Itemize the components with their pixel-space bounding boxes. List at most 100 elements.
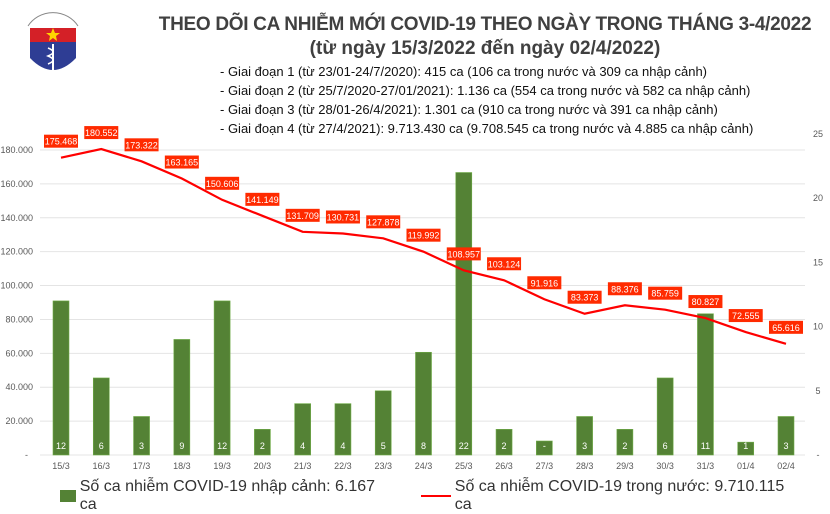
line-data-label: 80.827 xyxy=(692,297,720,307)
line-data-label: 163.165 xyxy=(166,158,199,168)
line-data-label: 103.124 xyxy=(488,259,521,269)
x-tick-label: 21/3 xyxy=(294,461,312,470)
y-right-tick-label: 5 xyxy=(815,386,820,396)
bar-data-label: 3 xyxy=(582,441,587,451)
line-data-label-box xyxy=(285,208,320,222)
bar xyxy=(294,403,311,456)
bar-data-label: 5 xyxy=(381,441,386,451)
bar xyxy=(495,429,513,456)
ministry-of-health-logo xyxy=(20,12,86,84)
bar-data-label: 22 xyxy=(459,441,469,451)
legend-item-domestic: Số ca nhiễm COVID-19 trong nước: 9.710.1… xyxy=(421,478,800,514)
line-data-label: 108.957 xyxy=(448,249,481,259)
x-tick-label: 27/3 xyxy=(536,461,554,470)
x-tick-label: 28/3 xyxy=(576,461,594,470)
phase-note: - Giai đoạn 4 (từ 27/4/2021): 9.713.430 … xyxy=(220,121,754,136)
combo-chart: - 20.000 40.000 60.000 80.000 100.000 120.000 1… xyxy=(0,126,823,470)
y-left-tick-label: 80.000 xyxy=(5,314,33,324)
bar-data-label: 6 xyxy=(663,441,668,451)
line-data-label: 65.616 xyxy=(772,323,800,333)
legend: Số ca nhiễm COVID-19 nhập cảnh: 6.167 ca… xyxy=(60,478,830,514)
bar xyxy=(254,429,271,456)
phase-note: - Giai đoạn 3 (từ 28/01-26/4/2021): 1.30… xyxy=(220,102,718,117)
bar xyxy=(173,339,191,456)
x-tick-label: 26/3 xyxy=(495,461,513,470)
bar xyxy=(455,172,473,456)
bar-data-label: 11 xyxy=(701,441,710,451)
bar-data-label: 3 xyxy=(139,441,144,451)
bar-data-label: 1 xyxy=(743,441,748,451)
x-tick-label: 02/4 xyxy=(777,461,795,470)
x-tick-label: 20/3 xyxy=(254,461,272,470)
line-data-label: 175.468 xyxy=(45,137,78,147)
bar xyxy=(213,300,231,456)
bar-data-label: 2 xyxy=(502,441,507,451)
bar xyxy=(697,313,714,456)
y-left-tick-label: 140.000 xyxy=(0,213,33,223)
y-right-tick-label: 25 xyxy=(813,129,823,139)
legend-label: Số ca nhiễm COVID-19 nhập cảnh: 6.167 ca xyxy=(79,478,376,513)
bar xyxy=(616,429,634,456)
y-right-tick-label: 20 xyxy=(813,193,823,203)
line-data-label-box xyxy=(487,257,522,271)
x-tick-label: 22/3 xyxy=(334,461,352,470)
y-left-tick-label: 180.000 xyxy=(0,145,33,155)
line-data-label: 88.376 xyxy=(611,284,639,294)
y-left-tick-label: 160.000 xyxy=(0,179,33,189)
line-data-label: 131.709 xyxy=(286,211,319,221)
line-data-label-box xyxy=(688,295,723,309)
domestic-line xyxy=(60,147,787,345)
y-left-tick-label: - xyxy=(25,450,28,460)
chart-subtitle: (từ ngày 15/3/2022 đến ngày 02/4/2022) xyxy=(309,38,661,59)
bar-data-label: - xyxy=(543,441,546,451)
line-data-label: 85.759 xyxy=(651,289,679,299)
line-data-label-box xyxy=(728,309,763,323)
bar-data-label: 2 xyxy=(622,441,627,451)
line-data-label-box xyxy=(164,155,199,169)
bar-data-label: 4 xyxy=(300,441,305,451)
line-data-label: 173.322 xyxy=(125,140,158,150)
x-tick-label: 29/3 xyxy=(616,461,634,470)
legend-swatch-bar xyxy=(60,490,76,502)
x-tick-label: 19/3 xyxy=(213,461,231,470)
x-tick-label: 01/4 xyxy=(737,461,755,470)
line-data-label-box xyxy=(406,228,441,242)
bar xyxy=(656,377,674,456)
bar-data-label: 12 xyxy=(217,441,227,451)
legend-swatch-line xyxy=(421,495,451,497)
line-data-label: 72.555 xyxy=(732,311,760,321)
y-left-tick-label: 40.000 xyxy=(5,382,33,392)
line-data-label-box xyxy=(366,215,401,229)
phase-note: - Giai đoạn 1 (từ 23/01-24/7/2020): 415 … xyxy=(220,64,708,79)
bar xyxy=(415,351,432,456)
legend-label: Số ca nhiễm COVID-19 trong nước: 9.710.1… xyxy=(454,478,785,513)
line-data-label-box xyxy=(205,176,240,190)
line-data-label: 127.878 xyxy=(367,217,400,227)
line-data-label-box xyxy=(245,192,280,206)
bar xyxy=(374,390,392,456)
bar xyxy=(92,377,110,456)
legend-item-imported: Số ca nhiễm COVID-19 nhập cảnh: 6.167 ca xyxy=(60,478,391,514)
y-right-tick-label: 15 xyxy=(813,257,823,267)
bar-data-label: 2 xyxy=(260,441,265,451)
chart-title: THEO DÕI CA NHIỄM MỚI COVID-19 THEO NGÀY… xyxy=(158,14,812,35)
bar xyxy=(737,441,755,456)
line-data-label-box xyxy=(44,134,78,148)
y-right-tick-label: 10 xyxy=(813,322,823,332)
x-tick-label: 25/3 xyxy=(455,461,473,470)
bar xyxy=(536,440,553,456)
bar-data-label: 9 xyxy=(179,441,184,451)
line-data-label: 119.992 xyxy=(408,231,440,241)
line-data-label: 91.916 xyxy=(531,278,559,288)
line-data-label-box xyxy=(124,138,159,152)
y-left-tick-label: 100.000 xyxy=(0,281,33,291)
line-data-label: 180.552 xyxy=(85,128,118,138)
x-tick-label: 18/3 xyxy=(173,461,191,470)
line-data-label: 141.149 xyxy=(246,195,279,205)
x-tick-label: 23/3 xyxy=(374,461,392,470)
x-tick-label: 15/3 xyxy=(52,461,70,470)
line-data-label-box xyxy=(446,247,481,261)
phase-notes: - Giai đoạn 1 (từ 23/01-24/7/2020): 415 … xyxy=(220,62,753,138)
y-left-tick-label: 20.000 xyxy=(5,416,33,426)
bar-data-label: 8 xyxy=(421,441,426,451)
